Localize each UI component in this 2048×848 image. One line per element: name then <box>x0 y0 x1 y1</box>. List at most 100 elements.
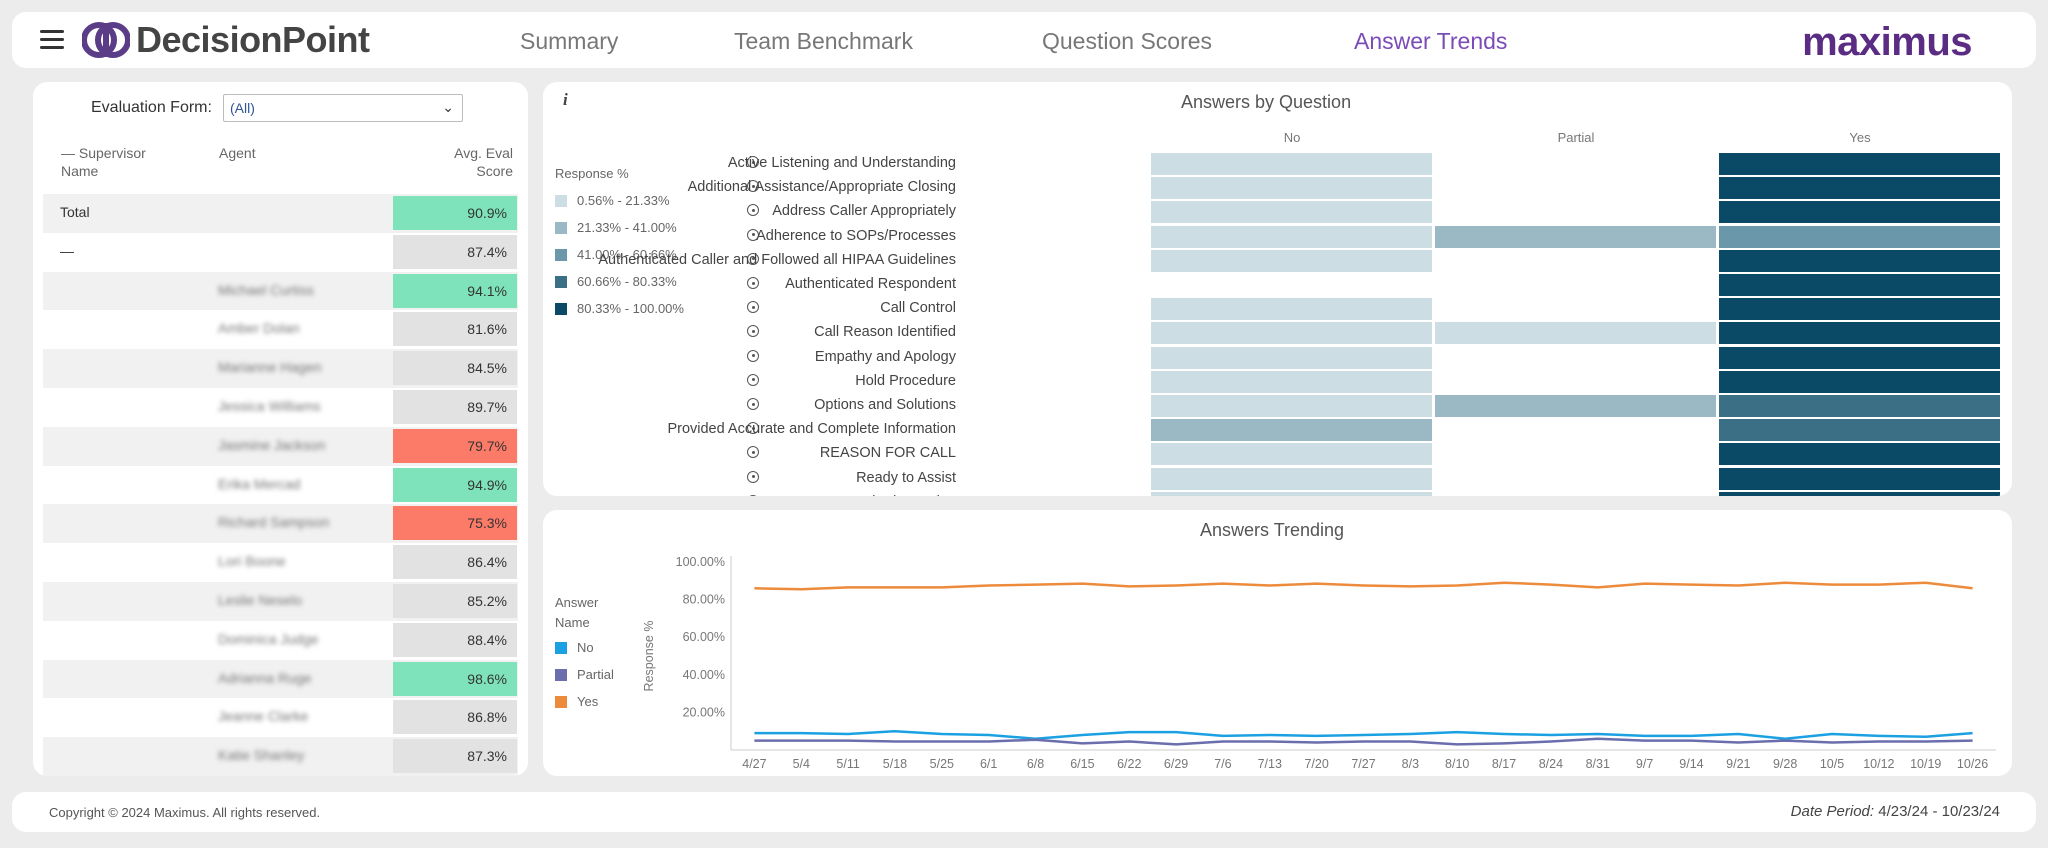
tab-team-benchmark[interactable]: Team Benchmark <box>734 28 913 54</box>
question-label: Adherence to SOPs/Processes <box>756 227 956 244</box>
heatmap-row: Options and Solutions <box>543 394 2012 418</box>
legend-swatch <box>555 302 567 315</box>
drill-down-icon[interactable] <box>747 494 759 496</box>
question-label: Active Listening and Understanding <box>727 155 956 171</box>
table-row[interactable]: Jeanne Clarke 86.8% <box>43 698 518 737</box>
heatmap-cell-yes[interactable] <box>1719 370 2000 393</box>
question-label: Call Reason Identified <box>814 324 956 341</box>
drill-down-icon[interactable] <box>747 470 759 483</box>
drill-down-icon[interactable] <box>747 301 759 314</box>
heatmap-cell-no[interactable] <box>1151 201 1432 224</box>
heatmap-cell-no[interactable] <box>1151 395 1432 417</box>
heatmap-cell-yes[interactable] <box>1719 467 2000 490</box>
chart-legend-item[interactable]: No <box>555 640 594 655</box>
drill-down-icon[interactable] <box>747 446 759 459</box>
x-tick-label: 9/21 <box>1726 757 1750 771</box>
table-row[interactable]: Jasmine Jackson 79.7% <box>43 426 518 466</box>
chart-legend-item[interactable]: Partial <box>555 667 614 682</box>
column-header-agent[interactable]: Agent <box>219 145 256 161</box>
legend-label: 60.66% - 80.33% <box>577 274 677 289</box>
heatmap-cell-yes[interactable] <box>1719 274 2000 296</box>
table-row[interactable]: Katie Shanley 87.3% <box>43 737 518 776</box>
table-row[interactable]: Leslie Neselo 85.2% <box>43 581 518 621</box>
heatmap-cell-no[interactable] <box>1151 370 1432 393</box>
tab-summary[interactable]: Summary <box>520 28 619 54</box>
legend-label: 0.56% - 21.33% <box>577 193 670 208</box>
evaluation-form-select[interactable]: (All) ⌄ <box>223 94 463 122</box>
heatmap-cell-yes[interactable] <box>1719 395 2000 417</box>
heatmap-row: Hold Procedure <box>543 370 2012 394</box>
heatmap-cell-no[interactable] <box>1151 153 1432 175</box>
table-row[interactable]: Richard Sampson 75.3% <box>43 504 518 544</box>
heatmap-cell-yes[interactable] <box>1719 443 2000 466</box>
heatmap-row: Call Control <box>543 297 2012 321</box>
heatmap-cell-no[interactable] <box>1151 491 1432 496</box>
drill-down-icon[interactable] <box>747 277 759 289</box>
table-row[interactable]: Dominica Judge 88.4% <box>43 621 518 660</box>
tab-answer-trends[interactable]: Answer Trends <box>1354 28 1508 54</box>
collapse-icon[interactable]: — <box>61 145 75 161</box>
avg-score-cell: 81.6% <box>393 312 517 347</box>
drill-down-icon[interactable] <box>747 180 759 193</box>
x-tick-label: 5/25 <box>930 757 954 771</box>
legend-label: 41.00% - 60.66% <box>577 247 677 262</box>
table-row[interactable]: Michael Curtiss 94.1% <box>43 271 518 311</box>
column-header-supervisor[interactable]: — Supervisor Name <box>61 144 181 180</box>
heatmap-cell-yes[interactable] <box>1719 249 2000 272</box>
heatmap-cell-yes[interactable] <box>1719 225 2000 248</box>
heatmap-cell-yes[interactable] <box>1719 201 2000 224</box>
x-tick-label: 8/24 <box>1539 757 1563 771</box>
heatmap-cell-no[interactable] <box>1151 346 1432 369</box>
decisionpoint-logo[interactable]: DecisionPoint <box>82 19 370 60</box>
hamburger-menu-icon[interactable] <box>40 30 64 50</box>
tab-question-scores[interactable]: Question Scores <box>1042 28 1213 54</box>
question-label: Empathy and Apology <box>814 348 956 365</box>
heatmap-cell-partial[interactable] <box>1435 322 1716 345</box>
drill-down-icon[interactable] <box>747 204 759 217</box>
info-icon[interactable]: i <box>563 90 568 109</box>
heatmap-cell-yes[interactable] <box>1719 419 2000 442</box>
drill-down-icon[interactable] <box>747 373 759 386</box>
heatmap-column-yes: Yes <box>1849 130 1871 145</box>
drill-down-icon[interactable] <box>747 349 759 362</box>
heatmap-cell-no[interactable] <box>1151 322 1432 345</box>
heatmap-cell-no[interactable] <box>1151 177 1432 200</box>
drill-down-icon[interactable] <box>747 228 759 241</box>
drill-down-icon[interactable] <box>747 325 759 338</box>
heatmap-cell-no[interactable] <box>1151 467 1432 490</box>
heatmap-cell-yes[interactable] <box>1719 491 2000 496</box>
chart-legend-item[interactable]: Yes <box>555 694 598 709</box>
column-header-avg-score[interactable]: Avg. Eval Score <box>454 145 513 179</box>
drill-down-icon[interactable] <box>747 398 759 410</box>
drill-down-icon[interactable] <box>747 156 759 168</box>
table-row[interactable]: Lori Boone 86.4% <box>43 543 518 582</box>
heatmap-cell-no[interactable] <box>1151 249 1432 272</box>
heatmap-cell-no[interactable] <box>1151 443 1432 466</box>
top-navigation-bar: DecisionPoint Summary Team Benchmark Que… <box>12 12 2036 68</box>
heatmap-cell-yes[interactable] <box>1719 177 2000 200</box>
legend-label: No <box>577 640 594 655</box>
heatmap-row: Authenticated Respondent <box>543 273 2012 297</box>
heatmap-cell-no[interactable] <box>1151 225 1432 248</box>
heatmap-cell-partial[interactable] <box>1435 395 1716 417</box>
drill-down-icon[interactable] <box>747 422 759 435</box>
heatmap-cell-yes[interactable] <box>1719 298 2000 321</box>
table-row[interactable]: Jessica Williams 89.7% <box>43 388 518 427</box>
table-row[interactable]: Total 90.9% <box>43 194 518 233</box>
heatmap-cell-yes[interactable] <box>1719 153 2000 175</box>
heatmap-cell-yes[interactable] <box>1719 346 2000 369</box>
supervisor-cell: Total <box>60 204 90 220</box>
heatmap-cell-no[interactable] <box>1151 298 1432 321</box>
legend-swatch <box>555 248 567 261</box>
legend-label: 21.33% - 41.00% <box>577 220 677 235</box>
table-row[interactable]: Adrianna Ruge 98.6% <box>43 659 518 699</box>
x-tick-label: 7/27 <box>1351 757 1375 771</box>
heatmap-cell-partial[interactable] <box>1435 225 1716 248</box>
table-row[interactable]: Amber Dolan 81.6% <box>43 310 518 349</box>
drill-down-icon[interactable] <box>747 252 759 265</box>
heatmap-cell-yes[interactable] <box>1719 322 2000 345</box>
table-row[interactable]: Erika Mercad 94.9% <box>43 466 518 505</box>
heatmap-cell-no[interactable] <box>1151 419 1432 442</box>
table-row[interactable]: — 87.4% <box>43 233 518 272</box>
table-row[interactable]: Marianne Hagen 84.5% <box>43 349 518 388</box>
